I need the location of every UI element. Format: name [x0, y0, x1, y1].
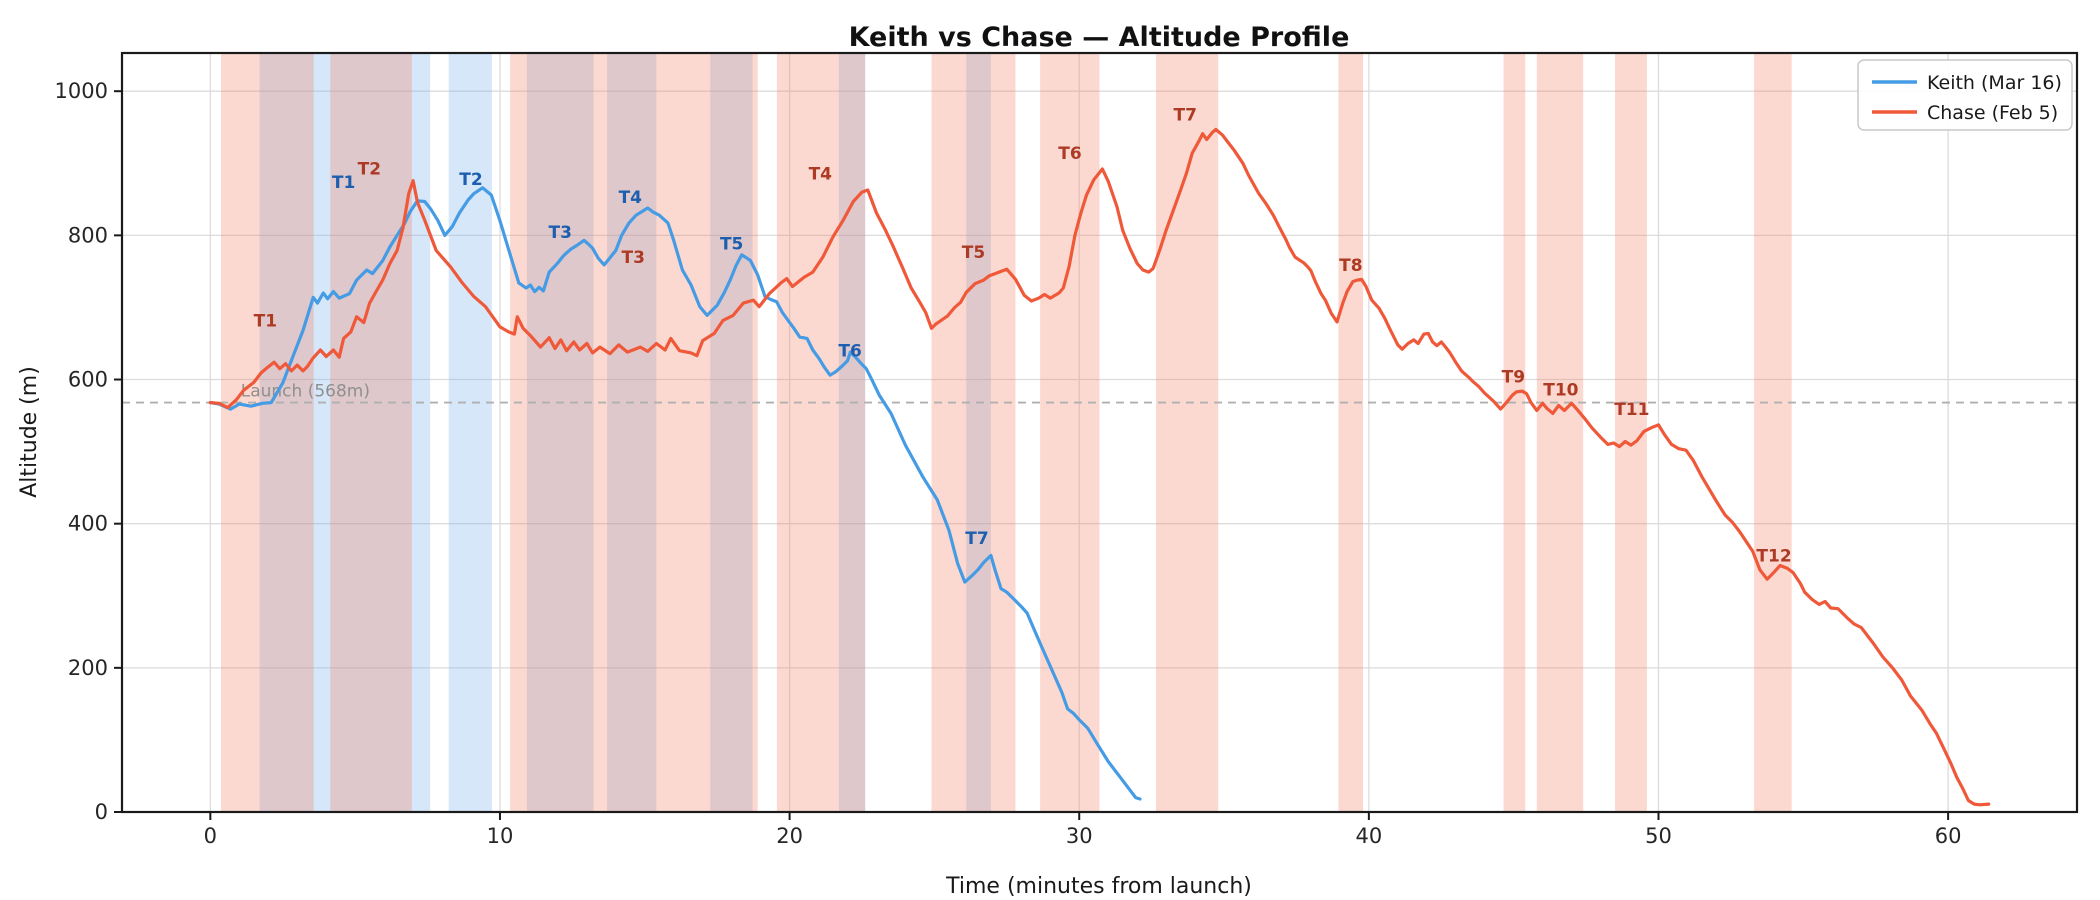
- x-tick-label: 30: [1066, 824, 1093, 848]
- thermal-band-keith-T4: [607, 53, 657, 812]
- legend: Keith (Mar 16) Chase (Feb 5): [1857, 59, 2073, 131]
- altitude-line-keith: [208, 186, 1142, 801]
- y-tick-label: 800: [68, 223, 108, 247]
- thermal-band-chase-T2: [330, 53, 412, 812]
- thermal-label-keith-T1: T1: [332, 173, 355, 193]
- thermal-band-chase-T3: [510, 53, 758, 812]
- thermal-label-keith-T5: T5: [720, 234, 743, 254]
- plot-border: [120, 51, 2079, 814]
- thermal-label-chase-T7: T7: [1174, 105, 1197, 125]
- y-tick-label: 200: [68, 656, 108, 680]
- thermal-label-keith-T7: T7: [965, 529, 988, 549]
- thermal-bands-layer: [221, 53, 1792, 812]
- thermal-label-chase-T2: T2: [358, 159, 381, 179]
- x-tick-label: 60: [1935, 824, 1962, 848]
- thermal-band-keith-T6: [838, 53, 866, 812]
- y-tick-label: 400: [68, 512, 108, 536]
- thermal-label-keith-T3: T3: [548, 223, 571, 243]
- thermal-label-chase-T5: T5: [962, 243, 985, 263]
- thermal-label-chase-T11: T11: [1614, 400, 1649, 420]
- thermal-label-chase-T9: T9: [1502, 368, 1525, 388]
- x-tick-label: 0: [204, 824, 217, 848]
- x-tick-label: 40: [1355, 824, 1382, 848]
- thermal-label-chase-T1: T1: [254, 311, 277, 331]
- thermal-band-keith-T7: [966, 53, 991, 812]
- thermal-label-chase-T12: T12: [1756, 546, 1791, 566]
- y-tick-label: 1000: [55, 79, 108, 103]
- thermal-band-chase-T10: [1536, 53, 1584, 812]
- legend-label-chase: Chase (Feb 5): [1927, 102, 2058, 124]
- thermal-label-chase-T6: T6: [1058, 144, 1081, 164]
- thermal-band-chase-T12: [1754, 53, 1792, 812]
- altitude-line-chase: [208, 127, 1991, 807]
- thermal-band-chase-T9: [1503, 53, 1526, 812]
- thermal-label-chase-T10: T10: [1543, 381, 1578, 401]
- thermal-band-chase-T7: [1155, 53, 1219, 812]
- thermal-label-keith-T2: T2: [459, 170, 482, 190]
- thermal-band-keith-T5: [710, 53, 753, 812]
- thermal-band-keith-T1: [259, 53, 431, 812]
- thermal-label-keith-T6: T6: [838, 342, 861, 362]
- thermal-band-chase-T6: [1040, 53, 1100, 812]
- x-tick-label: 10: [487, 824, 514, 848]
- y-axis-label: Altitude (m): [17, 366, 42, 498]
- thermal-label-chase-T4: T4: [809, 164, 833, 184]
- legend-label-keith: Keith (Mar 16): [1927, 72, 2062, 94]
- x-axis-label: Time (minutes from launch): [945, 874, 1252, 899]
- x-tick-label: 50: [1645, 824, 1672, 848]
- thermal-band-keith-T3: [526, 53, 594, 812]
- thermal-band-chase-T5: [931, 53, 1016, 812]
- thermal-band-chase-T4: [776, 53, 866, 812]
- thermal-label-keith-T4: T4: [619, 188, 643, 208]
- y-tick-label: 600: [68, 368, 108, 392]
- thermal-band-chase-T8: [1338, 53, 1364, 812]
- series-layer: [208, 127, 1991, 807]
- thermal-band-chase-T1: [221, 53, 314, 812]
- x-tick-label: 20: [776, 824, 803, 848]
- thermal-label-chase-T3: T3: [621, 248, 644, 268]
- thermal-band-keith-T2: [448, 53, 492, 812]
- launch-label: Launch (568m): [241, 382, 370, 402]
- grid-layer: [122, 53, 2077, 813]
- chart-title: Keith vs Chase — Altitude Profile: [849, 22, 1350, 53]
- y-tick-label: 0: [95, 800, 108, 824]
- thermal-label-chase-T8: T8: [1339, 256, 1362, 276]
- thermal-labels-layer: T1 T2T3T4T5T6T7T1T2T3T4T5T6T7T8T9T10T11T1…: [254, 105, 1792, 566]
